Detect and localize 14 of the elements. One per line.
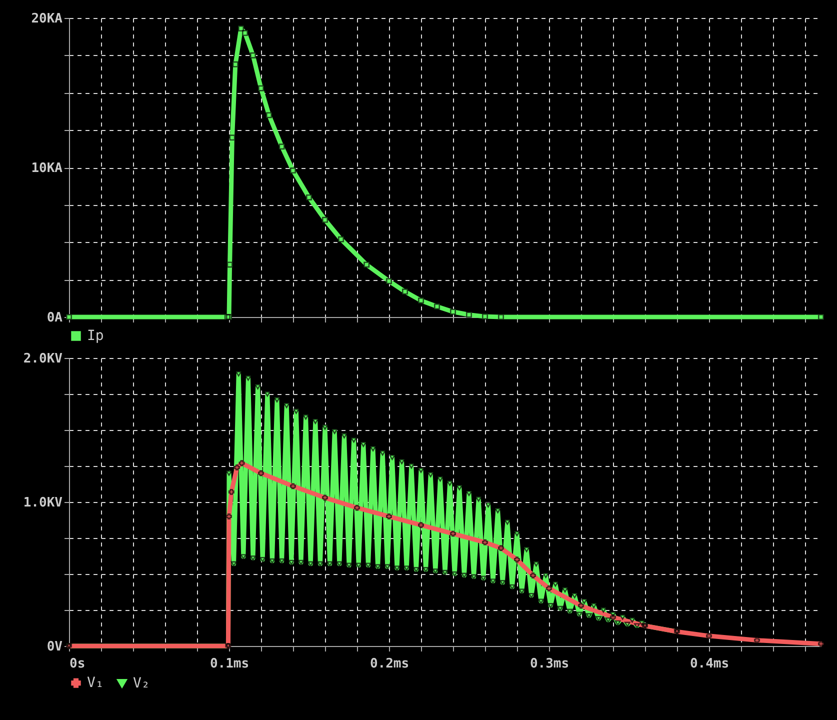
- y-tick-label: 2.0KV: [23, 352, 63, 366]
- y-tick-label: 10KA: [31, 161, 63, 176]
- legend-label: V₁: [87, 675, 104, 692]
- y-tick-label: 20KA: [31, 12, 63, 26]
- x-tick-label: 0.3ms: [530, 656, 570, 672]
- y-tick-label: 1.0KV: [23, 496, 63, 510]
- legend-label: V₂: [133, 675, 150, 692]
- legend-label: Ip: [87, 328, 104, 344]
- y-tick-label: 0V: [46, 640, 63, 654]
- x-tick-label: 0.4ms: [690, 656, 730, 672]
- y-tick-label: 0A: [46, 310, 63, 326]
- x-tick-label: 0.2ms: [370, 656, 410, 672]
- x-tick-label: 0.1ms: [210, 656, 250, 672]
- x-tick-label: 0s: [70, 656, 86, 672]
